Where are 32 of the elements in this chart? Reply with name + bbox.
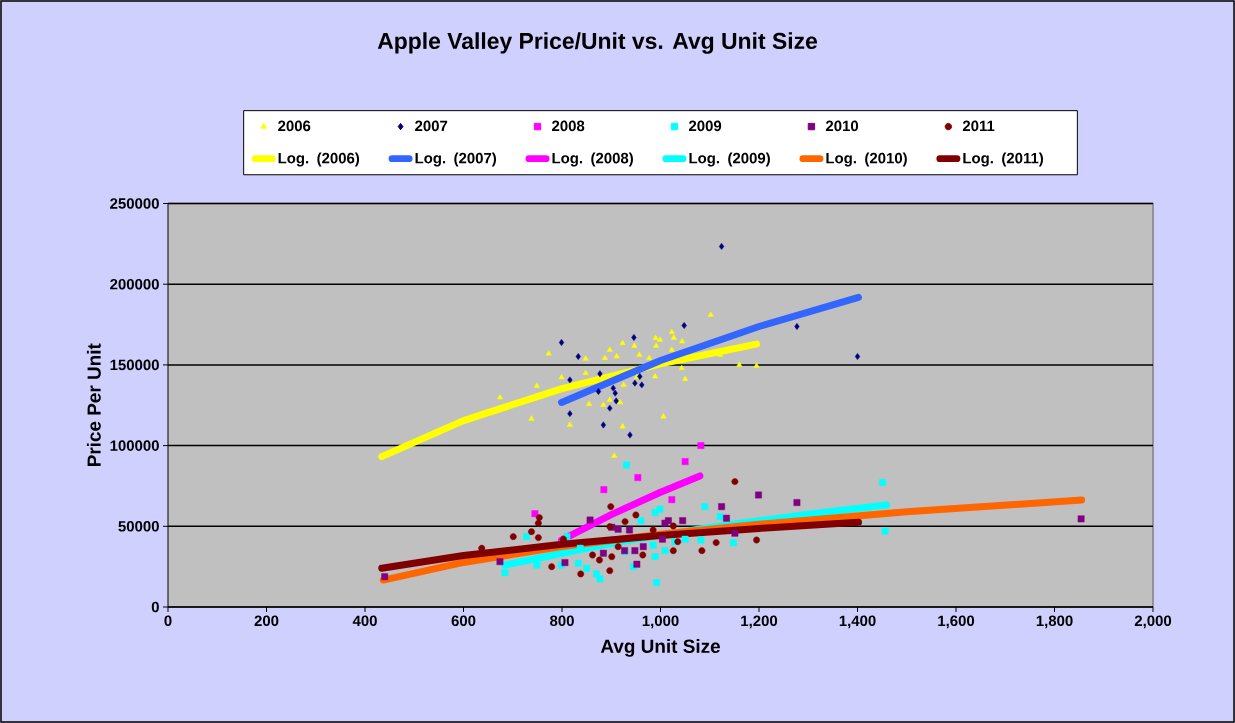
y-tick-label: 50000 (118, 521, 159, 532)
legend-label: Log. (2007) (415, 152, 497, 167)
y-axis-title: Price Per Unit (86, 343, 101, 467)
x-tick-label: 0 (164, 615, 172, 627)
x-tick-label: 1,400 (839, 615, 876, 629)
legend-label: Log. (2009) (689, 152, 770, 167)
chart-title: Apple Valley Price/Unit vs. Avg Unit Size (377, 32, 818, 54)
x-tick-label: 400 (352, 615, 377, 627)
legend-label: Log. (2010) (826, 152, 907, 167)
x-tick-label: 1,000 (642, 615, 679, 629)
x-tick-label: 2,000 (1134, 615, 1172, 629)
x-axis-title: Avg Unit Size (600, 639, 720, 657)
legend-label: 2008 (552, 120, 585, 132)
y-tick-label: 200000 (110, 278, 159, 290)
y-tick-label: 0 (151, 601, 159, 613)
legend-label: Log. (2011) (963, 152, 1044, 167)
legend-label: Log. (2006) (278, 152, 360, 167)
x-tick-label: 200 (254, 615, 279, 627)
y-tick-label: 100000 (110, 440, 159, 451)
legend-label: 2011 (962, 120, 995, 132)
x-tick-label: 1,600 (938, 615, 975, 629)
legend-label: 2006 (278, 120, 311, 132)
y-tick-label: 150000 (110, 359, 159, 371)
y-tick-label: 250000 (110, 198, 159, 209)
legend-label: 2009 (688, 120, 722, 132)
legend-label: Log. (2008) (552, 152, 633, 167)
legend-label: 2007 (415, 120, 448, 132)
x-tick-label: 1,200 (741, 615, 778, 629)
legend-label: 2010 (825, 120, 859, 132)
x-tick-label: 600 (451, 615, 476, 627)
x-tick-label: 800 (550, 615, 574, 627)
x-tick-label: 1,800 (1036, 615, 1073, 629)
